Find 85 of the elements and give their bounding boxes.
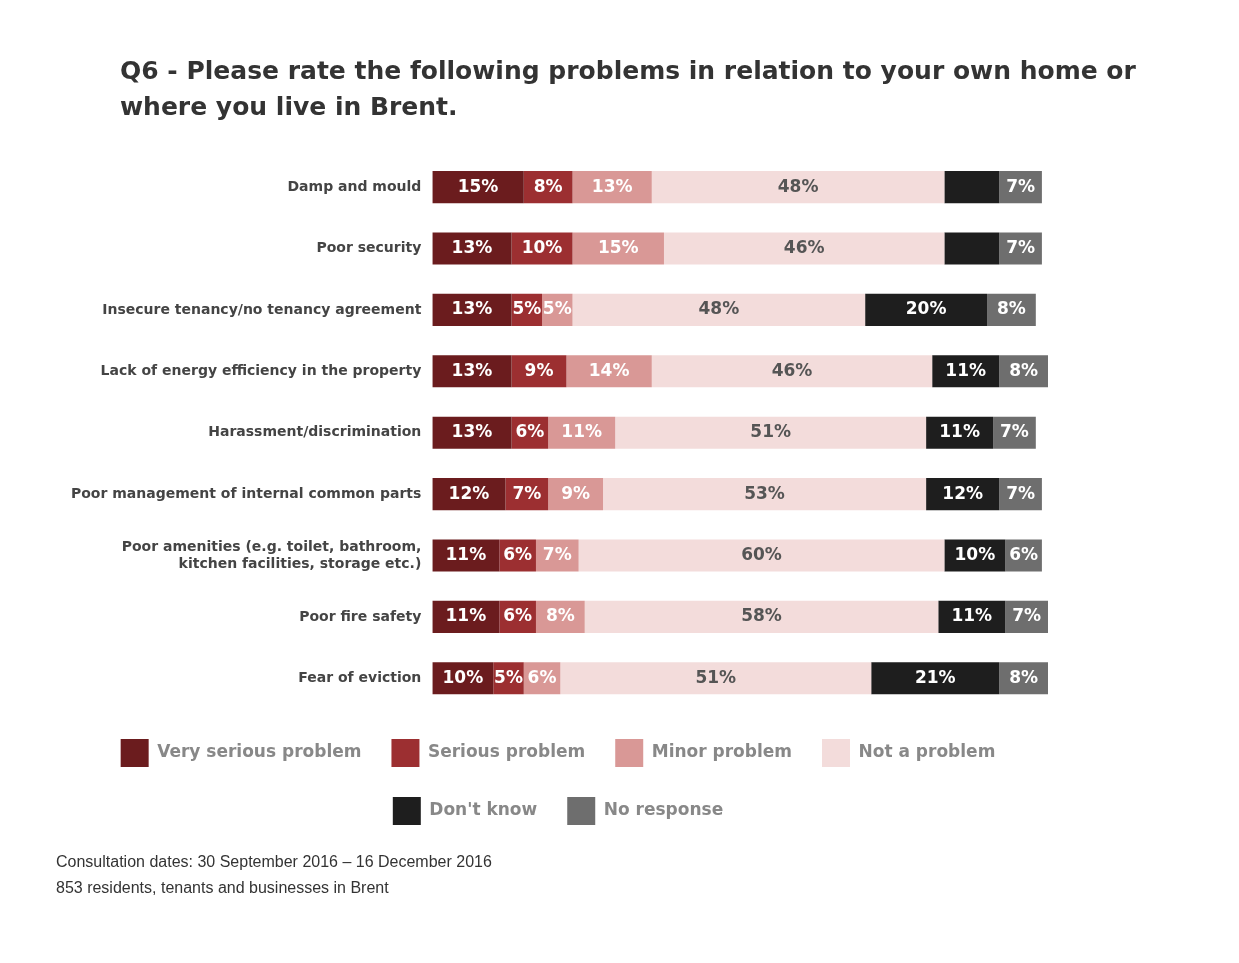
bar — [603, 478, 927, 511]
legend-label: Very serious problem — [157, 741, 362, 762]
legend-label: Not a problem — [858, 741, 996, 762]
data-label: 10% — [521, 236, 563, 257]
data-label: 5% — [542, 298, 572, 319]
data-label: 13% — [451, 298, 493, 319]
data-label: 7% — [1006, 175, 1036, 196]
bar — [578, 539, 945, 572]
y-tick-label: Damp and mould — [287, 177, 422, 194]
data-label: 11% — [561, 421, 603, 442]
data-label: 7% — [512, 482, 542, 503]
data-label: 7% — [1000, 421, 1029, 442]
legend-label: Minor problem — [651, 741, 793, 762]
y-tick-label: Fear of eviction — [298, 668, 422, 685]
text: 853 residents, tenants and businesses in Brent — [56, 878, 390, 898]
y-tick-label: Poor security — [316, 239, 422, 256]
data-label: 46% — [771, 359, 813, 380]
data-label: 58% — [741, 605, 782, 626]
data-label: 6% — [503, 605, 533, 626]
bar — [584, 600, 939, 633]
data-label: 51% — [750, 421, 791, 442]
data-label: 11% — [445, 605, 487, 626]
legend-label: Serious problem — [427, 741, 586, 762]
data-label: 7% — [1006, 236, 1036, 257]
data-label: 7% — [1006, 482, 1036, 503]
data-label: 15% — [597, 236, 639, 257]
bar — [871, 662, 1000, 695]
data-label: 15% — [457, 175, 499, 196]
y-tick-label: Harassment/discrimination — [208, 423, 422, 440]
bar — [865, 293, 988, 326]
legend-label: Don't know — [429, 799, 538, 820]
data-label: 13% — [451, 359, 493, 380]
y-tick-label: Lack of energy efficiency in the property — [100, 361, 422, 378]
data-label: 8% — [1009, 666, 1039, 687]
data-label: 13% — [451, 421, 493, 442]
data-label: 11% — [945, 359, 987, 380]
y-tick-label: Poor management of internal common parts — [70, 484, 422, 501]
text: Consultation dates: 30 September 2016 – 16 December 2016 — [56, 852, 493, 872]
y-tick-label: Insecure tenancy/no tenancy agreement — [102, 300, 422, 317]
data-label: 6% — [515, 421, 545, 442]
data-label: 13% — [451, 236, 493, 257]
bar — [560, 662, 872, 695]
data-label: 12% — [942, 482, 984, 503]
data-label: 21% — [914, 666, 956, 687]
data-label: 8% — [996, 298, 1026, 319]
data-label: 48% — [777, 175, 819, 196]
bar — [663, 232, 945, 265]
chart-title: Q6 - Please rate the following problems in relation to your own home or where you live in Brent. — [119, 55, 1137, 123]
data-label: 10% — [442, 666, 484, 687]
data-label: 14% — [588, 359, 630, 380]
data-label: 5% — [512, 298, 542, 319]
data-label: 8% — [1009, 359, 1039, 380]
data-label: 60% — [741, 543, 782, 564]
bar — [432, 232, 512, 265]
bar — [944, 232, 1000, 265]
data-label: 5% — [494, 666, 523, 687]
data-label: 10% — [954, 543, 996, 564]
data-label: 20% — [905, 298, 947, 319]
y-tick-label: Poor amenities (e.g. toilet, bathroom, kitchen facilities, storage etc.) — [121, 537, 422, 571]
data-label: 11% — [951, 605, 993, 626]
data-label: 6% — [1009, 543, 1039, 564]
y-tick-label: Poor fire safety — [299, 607, 422, 624]
bar — [944, 171, 1000, 204]
data-label: 9% — [524, 359, 554, 380]
data-label: 12% — [448, 482, 490, 503]
data-label: 53% — [744, 482, 785, 503]
data-label: 8% — [545, 605, 575, 626]
data-label: 7% — [1012, 605, 1042, 626]
data-label: 11% — [445, 543, 487, 564]
data-label: 7% — [542, 543, 572, 564]
data-label: 9% — [561, 482, 591, 503]
bar — [572, 232, 664, 265]
data-label: 11% — [939, 421, 980, 442]
data-label: 46% — [783, 236, 825, 257]
bar — [651, 171, 945, 204]
bar — [615, 416, 927, 449]
data-label: 8% — [533, 175, 563, 196]
data-label: 6% — [527, 666, 557, 687]
data-label: 13% — [591, 175, 633, 196]
data-label: 6% — [503, 543, 533, 564]
bar — [572, 293, 866, 326]
legend-label: No response — [603, 799, 724, 820]
data-label: 51% — [695, 666, 737, 687]
data-label: 48% — [698, 298, 740, 319]
bar — [651, 355, 933, 388]
